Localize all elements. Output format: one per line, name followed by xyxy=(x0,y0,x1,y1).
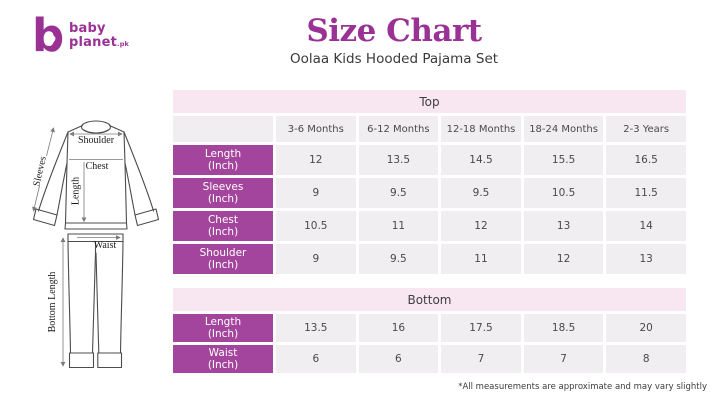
size-table-bottom: Bottom Length (Inch) 13.5 16 17.5 18.5 20… xyxy=(173,288,686,373)
size-value-cell: 16.5 xyxy=(606,145,686,175)
size-value-cell: 14 xyxy=(606,211,686,241)
column-header-cell: 2-3 Years xyxy=(606,116,686,142)
shirt-outline xyxy=(32,120,160,230)
chest-label: Chest xyxy=(86,161,109,172)
size-value-cell: 11 xyxy=(441,244,521,274)
size-value-cell: 11.5 xyxy=(606,178,686,208)
page-title: Size Chart xyxy=(306,13,482,49)
row-label-cell: Shoulder (Inch) xyxy=(173,244,273,274)
table-bottom-title: Bottom xyxy=(173,288,686,311)
column-header-cell: 18-24 Months xyxy=(523,116,604,142)
size-value-cell: 15.5 xyxy=(523,145,604,175)
brand-tld: .pk xyxy=(117,40,130,48)
size-value-cell: 6 xyxy=(276,345,356,373)
size-value-cell: 9.5 xyxy=(441,178,521,208)
size-value-cell: 16 xyxy=(358,314,439,342)
waist-label: Waist xyxy=(94,240,117,251)
size-value-cell: 12 xyxy=(276,145,356,175)
size-value-cell: 9.5 xyxy=(358,244,439,274)
size-value-cell: 7 xyxy=(441,345,521,373)
footnote: *All measurements are approximate and ma… xyxy=(458,382,707,392)
pajama-measurement-diagram: Shoulder Chest Length Sleeves Waist Bott… xyxy=(31,120,160,369)
brand-name-line2: planet.pk xyxy=(69,35,130,50)
brand-name: baby planet.pk xyxy=(69,20,130,50)
row-label-cell: Chest (Inch) xyxy=(173,211,273,241)
row-label: Chest xyxy=(207,213,239,226)
size-value-cell: 8 xyxy=(606,345,686,373)
size-value-cell: 9 xyxy=(276,244,356,274)
row-unit: (Inch) xyxy=(207,160,239,172)
size-value-cell: 13 xyxy=(606,244,686,274)
table-top-grid: 3-6 Months 6-12 Months 12-18 Months 18-2… xyxy=(173,116,686,274)
size-value-cell: 10.5 xyxy=(276,211,356,241)
row-label: Sleeves xyxy=(202,180,244,193)
size-value-cell: 9.5 xyxy=(358,178,439,208)
row-label-cell: Sleeves (Inch) xyxy=(173,178,273,208)
sleeves-dimension-line-lower xyxy=(32,185,40,212)
row-unit: (Inch) xyxy=(207,259,239,271)
size-value-cell: 13.5 xyxy=(358,145,439,175)
size-value-cell: 10.5 xyxy=(523,178,604,208)
pants-outline xyxy=(67,233,124,369)
row-unit: (Inch) xyxy=(207,226,239,238)
row-label: Length xyxy=(204,315,242,328)
page-subtitle: Oolaa Kids Hooded Pajama Set xyxy=(289,51,499,68)
sleeves-label: Sleeves xyxy=(31,155,49,187)
row-label-cell: Length (Inch) xyxy=(173,314,273,342)
size-value-cell: 17.5 xyxy=(441,314,521,342)
brand-logo: b ♥ baby planet.pk xyxy=(34,13,129,59)
brand-name-line1: baby xyxy=(69,20,106,36)
heart-icon: ♥ xyxy=(44,34,57,50)
table-bottom-grid: Length (Inch) 13.5 16 17.5 18.5 20 Waist(… xyxy=(173,314,686,373)
table-top-title: Top xyxy=(173,90,686,113)
size-value-cell: 11 xyxy=(358,211,439,241)
title-block: Size Chart Oolaa Kids Hooded Pajama Set xyxy=(154,14,634,67)
length-label: Length xyxy=(71,177,82,205)
size-value-cell: 12 xyxy=(523,244,604,274)
size-value-cell: 7 xyxy=(523,345,604,373)
row-unit: (Inch) xyxy=(207,328,239,340)
row-label-cell: Length (Inch) xyxy=(173,145,273,175)
row-unit: (Inch) xyxy=(207,359,239,371)
size-value-cell: 14.5 xyxy=(441,145,521,175)
bottom-length-label: Bottom Length xyxy=(47,272,58,333)
size-value-cell: 13.5 xyxy=(276,314,356,342)
size-value-cell: 6 xyxy=(358,345,439,373)
row-label-cell: Waist (Inch) xyxy=(173,345,273,373)
column-header-cell: 6-12 Months xyxy=(358,116,439,142)
size-value-cell: 18.5 xyxy=(523,314,604,342)
brand-b-letter: b xyxy=(34,13,64,59)
size-value-cell: 13 xyxy=(523,211,604,241)
row-unit: (Inch) xyxy=(207,193,239,205)
shoulder-label: Shoulder xyxy=(78,135,115,146)
size-value-cell: 20 xyxy=(606,314,686,342)
column-header-cell: 3-6 Months xyxy=(276,116,356,142)
dimension-lines xyxy=(32,127,123,367)
size-value-cell: 9 xyxy=(276,178,356,208)
row-label: Waist xyxy=(208,346,238,359)
size-tables: Top 3-6 Months 6-12 Months 12-18 Months … xyxy=(173,90,686,373)
size-value-cell: 12 xyxy=(441,211,521,241)
row-label: Shoulder xyxy=(199,246,247,259)
sleeves-dimension-line-upper xyxy=(46,127,55,157)
column-header-cell: 12-18 Months xyxy=(441,116,521,142)
brand-b-icon: b ♥ xyxy=(34,13,64,59)
row-label: Length xyxy=(204,147,242,160)
corner-cell xyxy=(173,116,273,142)
size-table-top: Top 3-6 Months 6-12 Months 12-18 Months … xyxy=(173,90,686,274)
